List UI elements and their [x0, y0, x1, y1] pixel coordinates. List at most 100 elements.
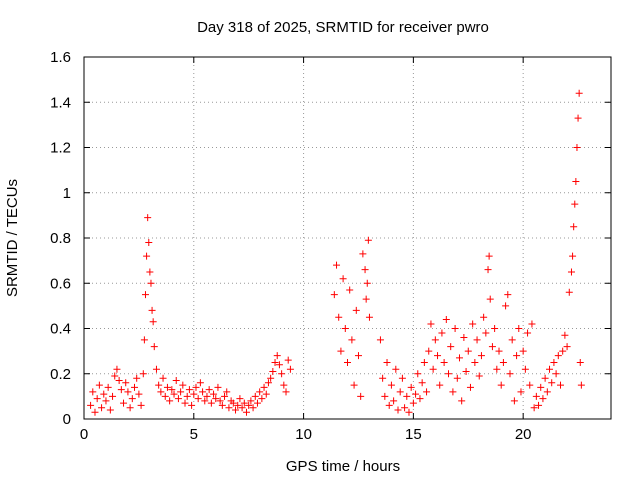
data-point-marker: [344, 358, 351, 366]
data-point-marker: [264, 379, 272, 387]
data-point-marker: [376, 336, 384, 344]
data-point-marker: [462, 367, 470, 375]
y-tick-label: 1: [63, 185, 71, 202]
data-point-marker: [361, 266, 369, 274]
data-point-marker: [530, 404, 538, 412]
data-point-marker: [561, 331, 569, 339]
data-point-marker: [120, 399, 128, 407]
data-point-marker: [504, 291, 512, 299]
data-point-marker: [407, 383, 415, 391]
data-point-marker: [526, 381, 534, 389]
data-point-marker: [278, 370, 286, 378]
data-point-marker: [495, 347, 503, 355]
y-tick-label: 1.2: [50, 140, 71, 157]
data-point-marker: [122, 379, 130, 387]
data-point-marker: [148, 306, 156, 314]
data-point-marker: [403, 392, 411, 400]
data-point-marker: [427, 320, 435, 328]
data-point-marker: [409, 399, 417, 407]
data-point-marker: [330, 291, 338, 299]
data-point-marker: [357, 392, 365, 400]
data-point-marker: [365, 313, 373, 321]
data-point-marker: [394, 406, 402, 414]
data-point-marker: [548, 379, 556, 387]
data-point-marker: [475, 372, 483, 380]
data-point-marker: [447, 343, 455, 351]
data-point-marker: [364, 236, 372, 244]
data-point-marker: [253, 399, 261, 407]
data-point-marker: [567, 268, 575, 276]
data-point-marker: [126, 404, 134, 412]
data-point-marker: [282, 388, 290, 396]
data-point-marker: [159, 374, 167, 382]
data-point-marker: [436, 381, 444, 389]
data-point-marker: [216, 397, 224, 405]
data-point-marker: [532, 392, 540, 400]
data-point-marker: [381, 392, 389, 400]
data-point-marker: [267, 374, 275, 382]
data-point-marker: [577, 381, 585, 389]
data-point-marker: [524, 329, 532, 337]
data-point-marker: [185, 386, 193, 394]
data-point-marker: [537, 383, 545, 391]
data-point-marker: [161, 392, 169, 400]
data-point-marker: [207, 399, 215, 407]
data-point-marker: [234, 401, 242, 409]
data-point-marker: [385, 401, 393, 409]
data-point-marker: [482, 329, 490, 337]
data-point-marker: [115, 377, 123, 385]
data-point-marker: [256, 388, 264, 396]
data-point-marker: [139, 370, 147, 378]
data-point-marker: [513, 352, 521, 360]
data-point-marker: [149, 318, 157, 326]
data-point-marker: [554, 352, 562, 360]
data-point-marker: [575, 89, 583, 97]
data-point-marker: [247, 397, 255, 405]
data-markers: [87, 89, 585, 416]
data-point-marker: [412, 390, 420, 398]
data-point-marker: [418, 379, 426, 387]
data-point-marker: [420, 358, 428, 366]
data-point-marker: [390, 397, 398, 405]
data-point-marker: [346, 286, 354, 294]
data-point-marker: [147, 279, 155, 287]
data-point-marker: [236, 395, 244, 403]
data-point-marker: [563, 343, 571, 351]
data-point-marker: [135, 390, 143, 398]
data-point-marker: [240, 399, 248, 407]
x-axis-label: GPS time / hours: [286, 458, 400, 475]
data-point-marker: [539, 395, 547, 403]
y-tick-label: 0.8: [50, 230, 71, 247]
data-point-marker: [488, 343, 496, 351]
data-point-marker: [91, 408, 99, 416]
data-point-marker: [543, 388, 551, 396]
data-point-marker: [442, 315, 450, 323]
data-point-marker: [221, 392, 229, 400]
data-point-marker: [515, 325, 523, 332]
data-point-marker: [502, 302, 510, 310]
data-point-marker: [572, 177, 580, 185]
x-tick-label: 20: [515, 426, 532, 443]
data-point-marker: [341, 325, 349, 332]
data-point-marker: [260, 383, 268, 391]
data-point-marker: [438, 329, 446, 337]
data-point-marker: [249, 404, 257, 412]
data-point-marker: [205, 386, 213, 394]
data-point-marker: [571, 200, 579, 208]
data-point-marker: [225, 404, 233, 412]
chart-title: Day 318 of 2025, SRMTID for receiver pwr…: [197, 19, 489, 36]
data-point-marker: [242, 408, 250, 416]
data-point-marker: [155, 381, 163, 389]
data-point-marker: [453, 374, 461, 382]
data-point-marker: [485, 252, 493, 260]
data-point-marker: [245, 401, 253, 409]
data-point-marker: [350, 381, 358, 389]
y-tick-label: 1.6: [50, 49, 71, 66]
data-point-marker: [550, 358, 558, 366]
data-point-marker: [201, 397, 209, 405]
data-point-marker: [113, 365, 121, 373]
data-point-marker: [166, 397, 174, 405]
data-point-marker: [144, 214, 152, 222]
data-point-marker: [262, 390, 270, 398]
